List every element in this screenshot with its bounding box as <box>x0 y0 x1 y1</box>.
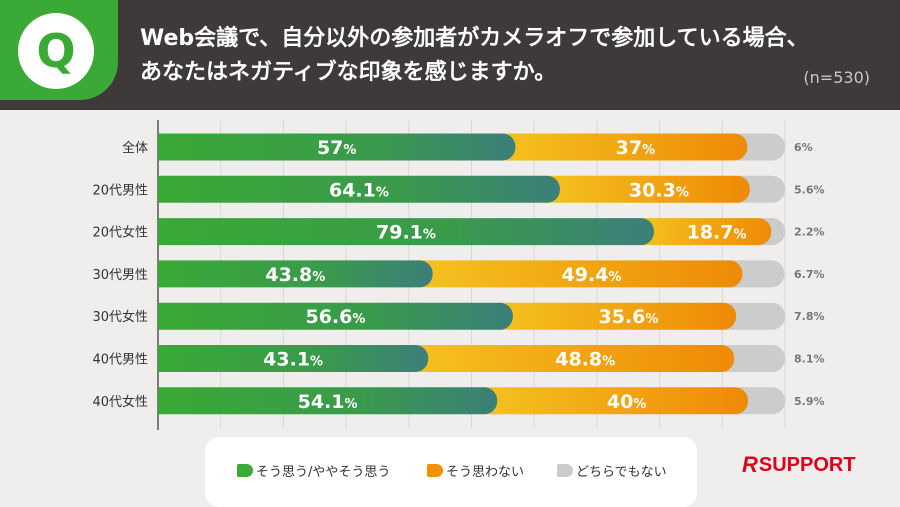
rsupport-logo: R SUPPORT <box>742 452 856 478</box>
sample-size: (n=530) <box>803 68 870 87</box>
data-label-disagree: 48.8% <box>555 349 615 371</box>
legend-label-disagree: そう思わない <box>446 465 525 480</box>
data-label-neutral: 2.2% <box>794 226 825 239</box>
category-label: 30代男性 <box>92 268 148 283</box>
bar-segment-agree <box>158 133 516 161</box>
data-label-disagree: 30.3% <box>629 179 689 201</box>
data-label-disagree: 37% <box>616 137 655 159</box>
legend-item-disagree: そう思わない <box>427 461 524 480</box>
data-label-neutral: 5.9% <box>794 395 825 408</box>
bar-segment-disagree <box>545 175 750 203</box>
data-label-disagree: 18.7% <box>687 222 747 244</box>
question-text: Web会議で、自分以外の参加者がカメラオフで参加している場合、 あなたはネガティ… <box>140 22 880 90</box>
category-label: 20代男性 <box>92 183 148 198</box>
legend-swatch-neutral <box>557 464 573 477</box>
question-badge: Q <box>0 0 118 100</box>
data-label-agree: 43.8% <box>265 264 325 286</box>
question-header: Q Web会議で、自分以外の参加者がカメラオフで参加している場合、 あなたはネガ… <box>0 0 900 110</box>
data-label-disagree: 40% <box>607 391 646 413</box>
category-label: 20代女性 <box>92 225 148 241</box>
data-label-neutral: 6.7% <box>794 268 825 281</box>
legend-swatch-disagree <box>427 464 443 477</box>
question-badge-letter: Q <box>18 13 94 89</box>
bar-segment-disagree <box>418 260 743 288</box>
bar-segment-neutral <box>720 345 785 372</box>
bar-segment-disagree <box>483 387 749 415</box>
bar-segment-neutral <box>728 260 785 288</box>
bar-segment-agree <box>158 387 498 415</box>
bar-segment-agree <box>158 218 654 246</box>
data-label-agree: 57% <box>317 137 356 159</box>
bar-segment-disagree <box>498 302 737 330</box>
data-label-agree: 79.1% <box>376 222 436 244</box>
bar-segment-agree <box>158 302 513 330</box>
data-label-neutral: 7.8% <box>794 310 825 323</box>
category-label: 40代男性 <box>92 353 148 368</box>
bar-segment-disagree <box>414 345 735 372</box>
bar-segment-neutral <box>733 133 785 161</box>
legend: そう思う/ややそう思う そう思わない どちらでもない <box>205 437 697 507</box>
data-label-agree: 64.1% <box>329 179 389 201</box>
question-line-1: Web会議で、自分以外の参加者がカメラオフで参加している場合、 <box>140 26 809 51</box>
legend-item-agree: そう思う/ややそう思う <box>237 461 390 480</box>
bar-segment-agree <box>158 345 429 372</box>
logo-text: SUPPORT <box>758 453 856 476</box>
data-label-disagree: 35.6% <box>599 306 659 328</box>
bar-segment-disagree <box>639 218 772 246</box>
question-line-2: あなたはネガティブな印象を感じますか。 <box>140 60 557 85</box>
bar-segment-agree <box>158 260 433 288</box>
data-label-disagree: 49.4% <box>562 264 622 286</box>
category-label: 30代女性 <box>92 309 148 325</box>
bars <box>158 133 785 415</box>
bar-segment-disagree <box>501 133 748 161</box>
legend-label-agree: そう思う/ややそう思う <box>256 465 391 480</box>
data-label-neutral: 8.1% <box>794 353 825 366</box>
legend-swatch-agree <box>237 464 253 477</box>
bar-segment-neutral <box>722 302 785 330</box>
bar-segment-agree <box>158 175 560 203</box>
data-label-agree: 43.1% <box>263 349 323 371</box>
category-label: 全体 <box>122 140 148 156</box>
labels: 全体 57% 37% 6% 20代男性 64.1% 30.3% 5.6% 20代女性 79.1% 1… <box>92 137 824 413</box>
data-label-neutral: 6% <box>794 141 813 154</box>
data-label-agree: 54.1% <box>298 391 358 413</box>
category-label: 40代女性 <box>92 394 148 410</box>
legend-item-neutral: どちらでもない <box>557 461 667 480</box>
legend-label-neutral: どちらでもない <box>576 465 667 480</box>
bar-segment-neutral <box>734 387 785 415</box>
data-label-agree: 56.6% <box>305 306 365 328</box>
data-label-neutral: 5.6% <box>794 183 825 196</box>
stacked-bar-chart: 全体 57% 37% 6% 20代男性 64.1% 30.3% 5.6% 20代女性 79.1% 1… <box>92 120 825 430</box>
logo-mark: R <box>742 452 758 477</box>
